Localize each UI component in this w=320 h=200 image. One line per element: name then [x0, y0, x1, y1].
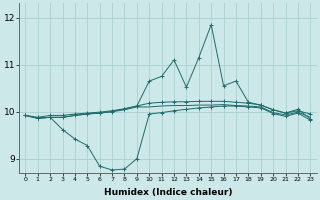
X-axis label: Humidex (Indice chaleur): Humidex (Indice chaleur): [104, 188, 232, 197]
